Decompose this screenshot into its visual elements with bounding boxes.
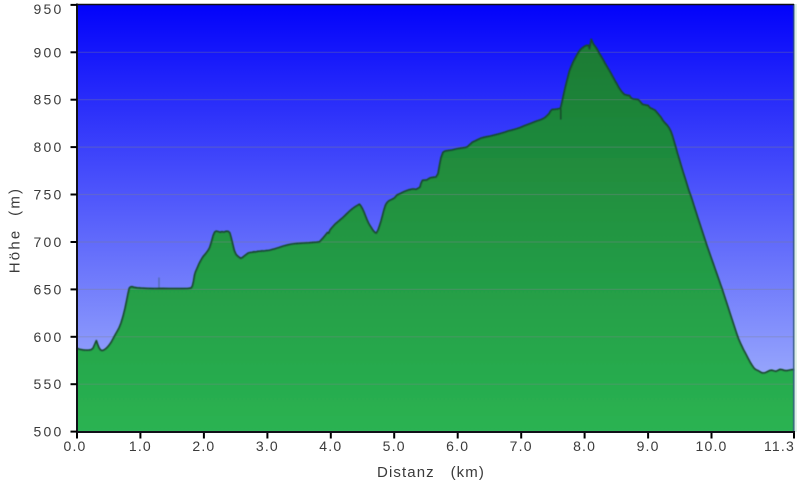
svg-text:3.0: 3.0	[256, 438, 279, 454]
svg-text:Distanz (km): Distanz (km)	[377, 464, 485, 481]
svg-text:800: 800	[34, 139, 64, 155]
svg-text:650: 650	[34, 281, 64, 297]
svg-text:7.0: 7.0	[510, 438, 533, 454]
svg-text:Höhe (m): Höhe (m)	[7, 187, 24, 273]
svg-text:750: 750	[34, 187, 64, 203]
svg-text:6.0: 6.0	[446, 438, 469, 454]
svg-text:9.0: 9.0	[637, 438, 660, 454]
svg-text:5.0: 5.0	[383, 438, 406, 454]
svg-text:1.0: 1.0	[129, 438, 152, 454]
svg-text:500: 500	[34, 424, 64, 440]
svg-text:2.0: 2.0	[192, 438, 215, 454]
svg-text:700: 700	[34, 234, 64, 250]
svg-text:4.0: 4.0	[319, 438, 342, 454]
svg-text:550: 550	[34, 376, 64, 392]
svg-text:850: 850	[34, 92, 64, 108]
svg-text:950: 950	[34, 1, 64, 17]
svg-text:0.0: 0.0	[63, 438, 86, 454]
svg-text:900: 900	[34, 44, 64, 60]
svg-text:8.0: 8.0	[573, 438, 596, 454]
svg-text:600: 600	[34, 329, 64, 345]
svg-text:11.3: 11.3	[764, 438, 795, 454]
svg-text:10.0: 10.0	[695, 438, 727, 454]
